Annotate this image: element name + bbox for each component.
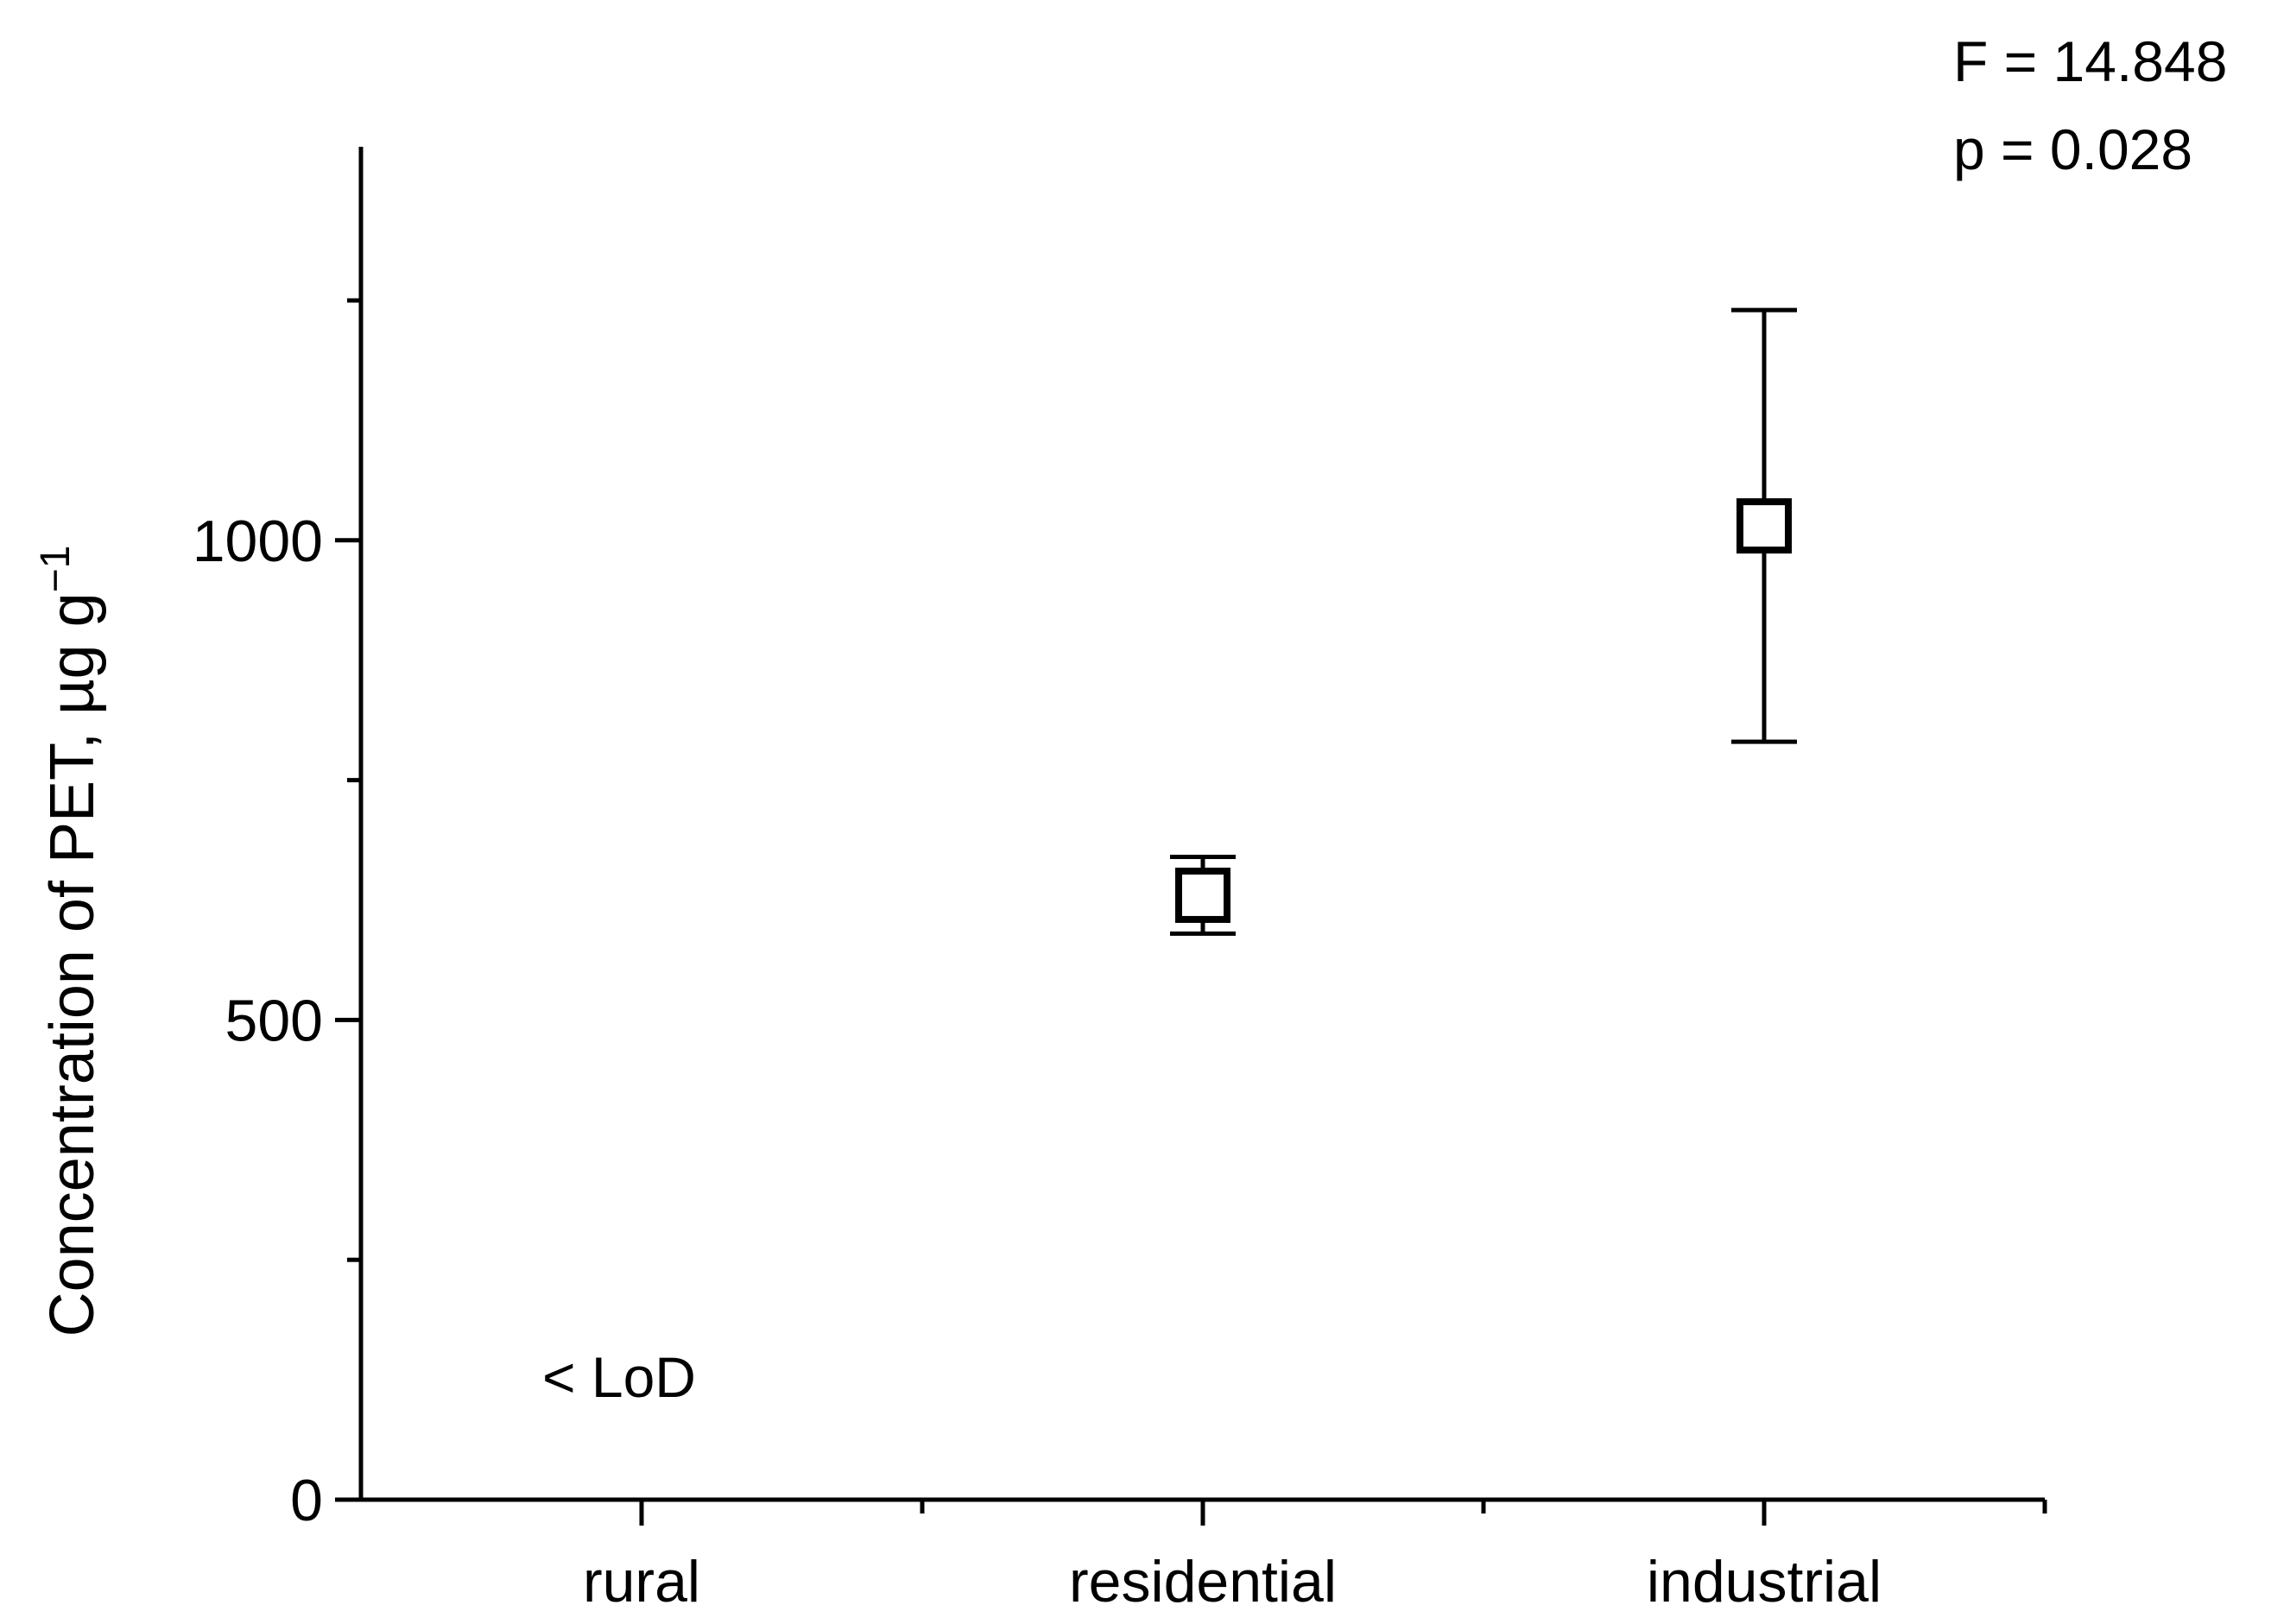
p-value-annotation: p = 0.028 xyxy=(1953,117,2192,181)
axes xyxy=(358,147,2045,1502)
y-axis-title-main: Concentration of PET, µg g xyxy=(38,592,107,1336)
y-tick-label: 500 xyxy=(225,988,323,1053)
x-tick-label: industrial xyxy=(1647,1549,1882,1615)
x-ticks: rural residential industrial xyxy=(583,1500,2047,1615)
marker-industrial xyxy=(1736,498,1792,554)
y-ticks: 0 500 1000 xyxy=(193,298,361,1533)
x-tick-label: rural xyxy=(583,1549,700,1615)
y-axis-title: Concentration of PET, µg g−1 xyxy=(33,546,107,1337)
y-axis-title-superscript: −1 xyxy=(33,546,79,593)
lod-annotation: < LoD xyxy=(542,1345,696,1409)
data-points xyxy=(1170,307,1797,936)
marker-residential xyxy=(1175,867,1230,923)
f-statistic-annotation: F = 14.848 xyxy=(1953,29,2227,93)
y-tick-label: 1000 xyxy=(193,509,323,574)
x-tick-label: residential xyxy=(1069,1549,1337,1615)
y-tick-label: 0 xyxy=(290,1468,323,1533)
